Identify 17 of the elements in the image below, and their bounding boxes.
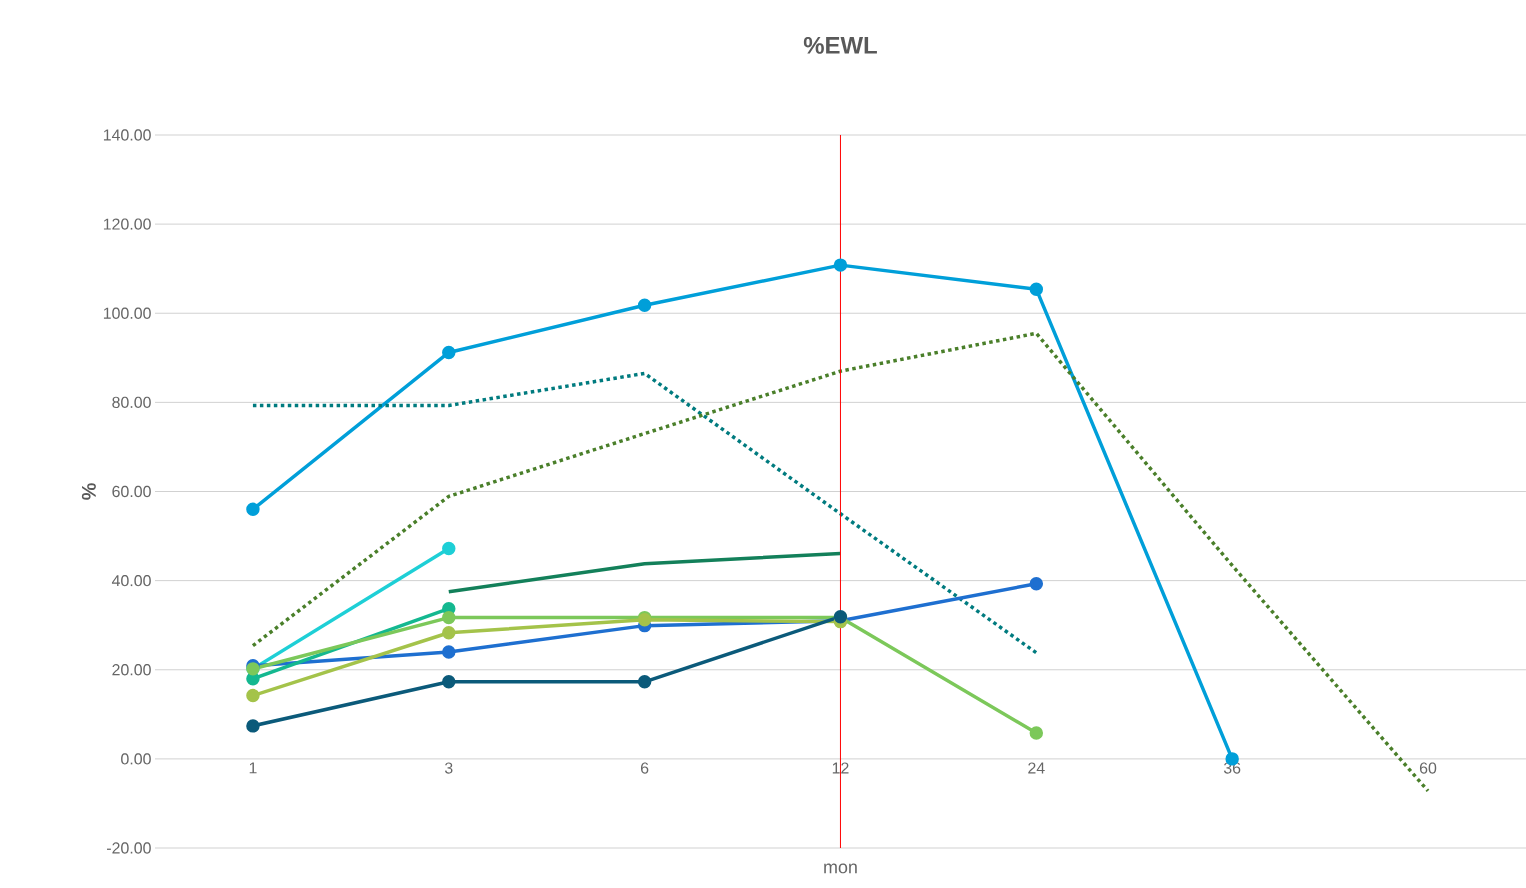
x-tick-label: 60 [1419,762,1437,774]
y-tick-label: 80.00 [112,396,151,409]
y-tick-label: 60.00 [112,485,151,498]
chart-title: %EWL [803,36,877,54]
y-tick-label: 0.00 [121,753,151,765]
y-tick-label: -20.00 [106,842,151,854]
y-axis-title: % [81,483,96,500]
x-tick-label: 3 [444,762,453,774]
x-tick-label: 1 [249,762,257,774]
y-tick-label: 120.00 [103,218,151,230]
y-tick-label: 140.00 [103,129,151,141]
y-tick-label: 100.00 [103,307,151,319]
y-tick-label: 40.00 [111,574,151,587]
x-axis-title: mon [824,863,857,874]
x-tick-label: 24 [1028,762,1045,774]
x-tick-label: 6 [641,762,649,774]
y-tick-label: 20.00 [112,664,151,676]
